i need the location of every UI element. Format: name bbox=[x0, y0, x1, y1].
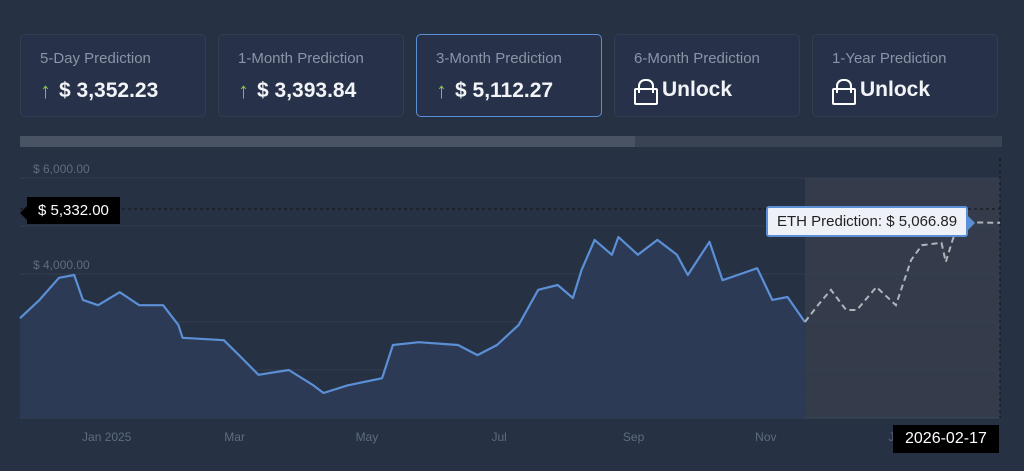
card-value: Unlock bbox=[662, 78, 733, 101]
x-tick-label: Sep bbox=[623, 430, 645, 444]
card-value: Unlock bbox=[860, 78, 931, 101]
crosshair-x-label: 2026-02-17 bbox=[893, 425, 999, 453]
card-value: $ 3,393.84 bbox=[257, 79, 357, 102]
y-tick-label: $ 6,000.00 bbox=[33, 162, 90, 176]
x-tick-label: Jan 2025 bbox=[82, 430, 132, 444]
x-tick-label: Nov bbox=[755, 430, 776, 444]
card-label: 3-Month Prediction bbox=[436, 50, 562, 67]
lock-icon bbox=[634, 79, 658, 105]
x-tick-label: Mar bbox=[224, 430, 245, 444]
prediction-tooltip: ETH Prediction: $ 5,066.89 bbox=[766, 206, 976, 237]
card-value-row: ↑ $ 3,393.84 bbox=[238, 78, 356, 104]
history-line bbox=[19, 235, 806, 395]
lock-icon bbox=[832, 79, 856, 105]
prediction-card-0[interactable]: 5-Day Prediction ↑ $ 3,352.23 bbox=[20, 34, 206, 117]
arrow-up-icon: ↑ bbox=[40, 78, 51, 103]
crosshair-y-label: $ 5,332.00 bbox=[20, 197, 120, 224]
card-value-row: Unlock bbox=[634, 78, 733, 105]
range-scrollbar[interactable] bbox=[20, 136, 1002, 147]
history-area bbox=[20, 237, 805, 418]
arrow-up-icon: ↑ bbox=[238, 78, 249, 103]
prediction-card-1[interactable]: 1-Month Prediction ↑ $ 3,393.84 bbox=[218, 34, 404, 117]
card-label: 5-Day Prediction bbox=[40, 50, 151, 67]
x-tick-label: May bbox=[356, 430, 379, 444]
arrow-up-icon: ↑ bbox=[436, 78, 447, 103]
prediction-card-4[interactable]: 1-Year Prediction Unlock bbox=[812, 34, 998, 117]
y-tick-label: $ 4,000.00 bbox=[33, 258, 90, 272]
card-value: $ 5,112.27 bbox=[455, 79, 554, 102]
card-label: 1-Year Prediction bbox=[832, 50, 947, 67]
x-tick-label: Jul bbox=[491, 430, 506, 444]
prediction-card-3[interactable]: 6-Month Prediction Unlock bbox=[614, 34, 800, 117]
card-label: 6-Month Prediction bbox=[634, 50, 760, 67]
prediction-line bbox=[804, 221, 1001, 323]
prediction-card-2[interactable]: 3-Month Prediction ↑ $ 5,112.27 bbox=[416, 34, 602, 117]
card-value-row: ↑ $ 3,352.23 bbox=[40, 78, 158, 104]
card-value-row: ↑ $ 5,112.27 bbox=[436, 78, 553, 104]
card-value: $ 3,352.23 bbox=[59, 79, 159, 102]
card-value-row: Unlock bbox=[832, 78, 931, 105]
card-label: 1-Month Prediction bbox=[238, 50, 364, 67]
scrollbar-thumb[interactable] bbox=[20, 136, 635, 147]
